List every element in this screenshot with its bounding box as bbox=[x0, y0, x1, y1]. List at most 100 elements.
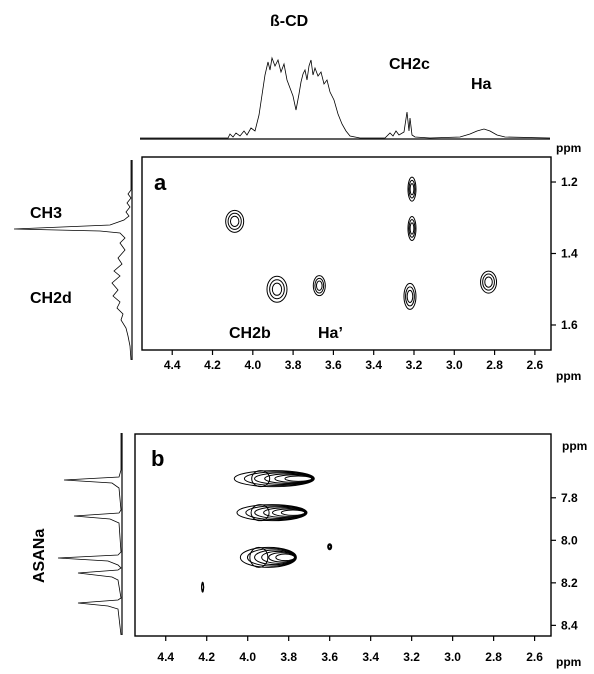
contour-line bbox=[408, 219, 416, 238]
contour-core bbox=[249, 546, 269, 568]
panel-a: 4.4 4.2 4.0 3.8 3.6 3.4 3.2 3.0 2.8 2.6 1.2 1.4 1.6… bbox=[141, 156, 581, 383]
panel-a-crosspeak bbox=[403, 282, 417, 310]
contour-line bbox=[407, 215, 417, 241]
label-ha-prime: Ha’ bbox=[318, 325, 343, 342]
panel-b-crosspeak bbox=[239, 546, 297, 568]
left-spectrum-b-trace bbox=[57, 433, 122, 636]
contour-line bbox=[269, 279, 285, 300]
contour-line bbox=[403, 282, 417, 310]
panel-a-x-tick-label: 3.8 bbox=[285, 358, 302, 372]
panel-a-crosspeak bbox=[312, 275, 326, 297]
panel-b: 4.4 4.2 4.0 3.8 3.6 3.4 3.2 3.0 2.8 2.6 7.8 8.0 8.2… bbox=[134, 433, 587, 669]
label-ha: Ha bbox=[471, 76, 492, 93]
panel-b-y-tick-label: 7.8 bbox=[561, 491, 578, 505]
contour-line bbox=[266, 275, 288, 303]
panel-b-x-unit: ppm bbox=[556, 655, 581, 669]
panel-a-x-tick-label: 4.2 bbox=[204, 358, 221, 372]
panel-a-x-tick-label: 3.6 bbox=[325, 358, 342, 372]
panel-a-y-axis: 1.2 1.4 1.6 bbox=[551, 175, 578, 332]
contour-core bbox=[250, 504, 270, 522]
panel-b-x-tick-label: 3.2 bbox=[403, 650, 420, 664]
contour-line bbox=[284, 475, 313, 482]
panel-a-letter: a bbox=[154, 170, 167, 195]
contour-line bbox=[409, 222, 415, 235]
label-ch3: CH3 bbox=[30, 205, 62, 222]
panel-b-x-tick-label: 3.8 bbox=[280, 650, 297, 664]
label-asana: ASANa bbox=[31, 529, 48, 583]
panel-b-x-axis: 4.4 4.2 4.0 3.8 3.6 3.4 3.2 3.0 2.8 2.6 bbox=[157, 636, 543, 664]
contour-line bbox=[229, 215, 240, 227]
panel-b-y-tick-label: 8.4 bbox=[561, 618, 578, 632]
contour-line bbox=[328, 544, 332, 549]
top-1d-spectrum: ß-CD CH2c Ha ppm bbox=[140, 13, 581, 155]
contour-core bbox=[251, 470, 271, 488]
panel-a-crosspeak bbox=[407, 215, 417, 241]
contour-line bbox=[264, 473, 314, 484]
panel-b-letter: b bbox=[151, 446, 164, 471]
contour-line bbox=[254, 549, 297, 566]
panel-a-x-tick-label: 3.4 bbox=[365, 358, 382, 372]
left-1d-spectrum-b: ASANa bbox=[31, 433, 123, 636]
panel-b-y-axis: 7.8 8.0 8.2 8.4 bbox=[551, 491, 578, 632]
contour-line bbox=[409, 183, 415, 196]
panel-b-y-tick-label: 8.2 bbox=[561, 576, 578, 590]
panel-b-x-tick-label: 4.2 bbox=[198, 650, 215, 664]
panel-a-x-tick-label: 3.2 bbox=[406, 358, 423, 372]
panel-a-y-tick-label: 1.4 bbox=[561, 247, 578, 261]
panel-a-crosspeaks bbox=[225, 176, 498, 310]
panel-b-frame bbox=[134, 433, 552, 637]
left-spectrum-a-trace bbox=[13, 160, 132, 361]
panel-a-x-tick-label: 3.0 bbox=[446, 358, 463, 372]
label-beta-cd: ß-CD bbox=[270, 13, 308, 30]
contour-line bbox=[327, 543, 333, 551]
contour-line bbox=[275, 553, 296, 562]
contour-line bbox=[406, 289, 414, 303]
panel-b-x-tick-label: 2.6 bbox=[526, 650, 543, 664]
contour-line bbox=[254, 472, 314, 486]
top-spectrum-trace bbox=[140, 56, 551, 139]
left-1d-spectrum-a: CH3 CH2d bbox=[13, 160, 133, 361]
contour-line bbox=[407, 176, 417, 202]
panel-b-crosspeak bbox=[327, 543, 333, 551]
panel-b-crosspeaks bbox=[201, 470, 333, 593]
panel-a-y-tick-label: 1.2 bbox=[561, 175, 578, 189]
contour-line bbox=[312, 275, 326, 297]
panel-a-frame bbox=[141, 156, 552, 351]
panel-b-y-unit: ppm bbox=[562, 439, 587, 453]
panel-a-crosspeak bbox=[225, 209, 245, 233]
panel-b-crosspeak bbox=[236, 504, 308, 522]
contour-line bbox=[408, 179, 416, 199]
contour-line bbox=[243, 471, 315, 487]
label-ch2b: CH2b bbox=[229, 325, 271, 342]
panel-a-x-tick-label: 4.0 bbox=[244, 358, 261, 372]
contour-line bbox=[482, 273, 495, 291]
contour-line bbox=[227, 212, 242, 230]
panel-b-y-tick-label: 8.0 bbox=[561, 533, 578, 547]
contour-line bbox=[484, 276, 493, 288]
contour-line bbox=[233, 470, 315, 488]
top-spectrum-unit: ppm bbox=[556, 141, 581, 155]
contour-line bbox=[225, 209, 245, 233]
panel-a-y-tick-label: 1.6 bbox=[561, 318, 578, 332]
contour-line bbox=[280, 509, 306, 516]
panel-a-x-axis: 4.4 4.2 4.0 3.8 3.6 3.4 3.2 3.0 2.8 2.6 bbox=[164, 350, 544, 372]
contour-line bbox=[480, 270, 498, 294]
contour-line bbox=[314, 277, 325, 294]
panel-a-x-tick-label: 4.4 bbox=[164, 358, 181, 372]
contour-line bbox=[316, 280, 323, 291]
contour-line bbox=[405, 286, 415, 307]
panel-a-crosspeak bbox=[266, 275, 288, 303]
panel-a-crosspeak bbox=[407, 176, 417, 202]
panel-b-x-tick-label: 3.6 bbox=[321, 650, 338, 664]
contour-line bbox=[201, 584, 205, 590]
panel-a-x-unit: ppm bbox=[556, 369, 581, 383]
panel-b-x-tick-label: 2.8 bbox=[485, 650, 502, 664]
panel-b-crosspeak bbox=[201, 581, 205, 593]
contour-line bbox=[271, 282, 283, 296]
label-ch2d: CH2d bbox=[30, 290, 72, 307]
panel-a-x-tick-label: 2.6 bbox=[527, 358, 544, 372]
panel-b-x-tick-label: 3.0 bbox=[444, 650, 461, 664]
panel-b-x-tick-label: 3.4 bbox=[362, 650, 379, 664]
panel-a-x-tick-label: 2.8 bbox=[486, 358, 503, 372]
